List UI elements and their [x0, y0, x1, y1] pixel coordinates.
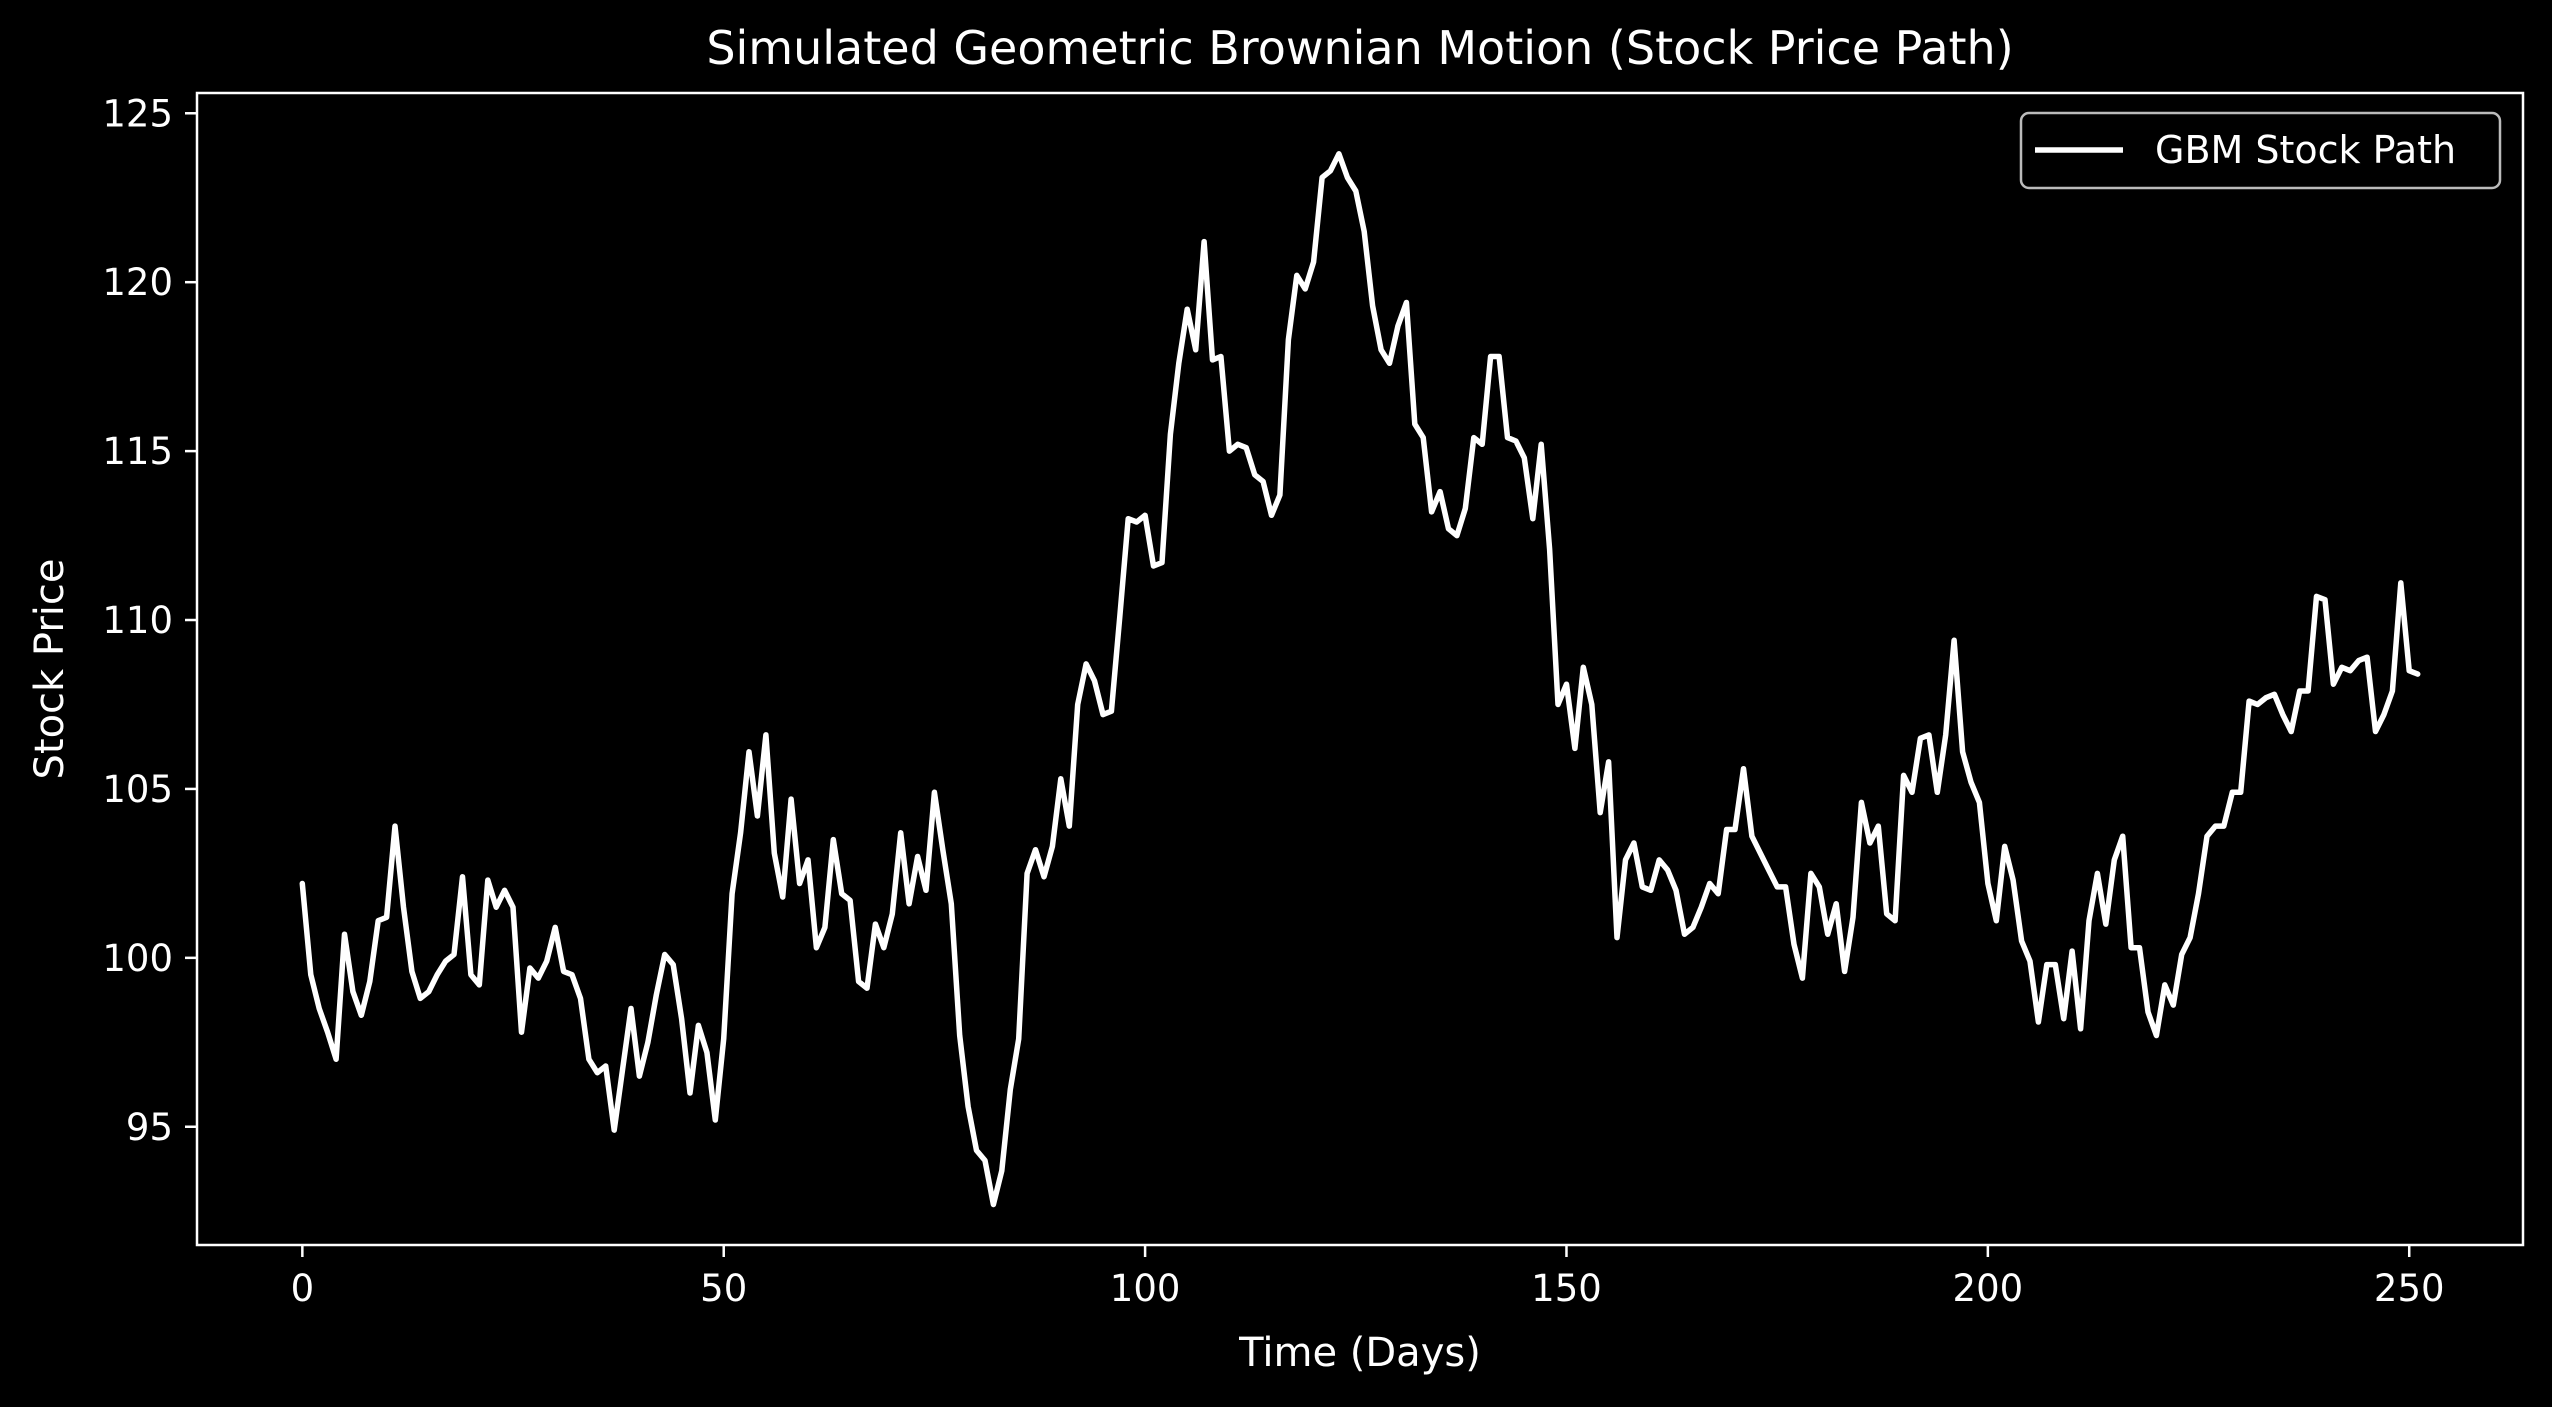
legend: GBM Stock Path	[2019, 111, 2502, 190]
x-tick-label: 200	[1953, 1267, 2024, 1310]
y-tick-label: 115	[102, 430, 173, 473]
y-tick-label: 95	[126, 1106, 173, 1149]
y-axis-ticks: 95 100 105 110 115 120 125	[102, 92, 197, 1149]
y-tick-label: 110	[102, 599, 173, 642]
x-tick-label: 50	[700, 1267, 747, 1310]
plot-area	[195, 91, 2525, 1247]
x-tick-label: 100	[1110, 1267, 1181, 1310]
y-tick-label: 120	[102, 261, 173, 304]
chart-title: Simulated Geometric Brownian Motion (Sto…	[706, 21, 2013, 75]
y-tick-label: 125	[102, 92, 173, 135]
legend-label: GBM Stock Path	[2155, 128, 2456, 172]
y-axis-label: Stock Price	[27, 559, 73, 780]
legend-box	[2019, 111, 2502, 190]
y-tick-label: 100	[102, 937, 173, 980]
x-tick-label: 250	[2374, 1267, 2445, 1310]
y-tick-label: 105	[102, 768, 173, 811]
x-axis-ticks: 0 50 100 150 200 250	[291, 1245, 2445, 1310]
x-tick-label: 150	[1531, 1267, 1602, 1310]
series-line-gbm-stock-path	[299, 151, 2421, 1208]
x-tick-label: 0	[291, 1267, 315, 1310]
plot-frame	[195, 91, 2525, 1247]
x-axis-label: Time (Days)	[1238, 1330, 1481, 1376]
